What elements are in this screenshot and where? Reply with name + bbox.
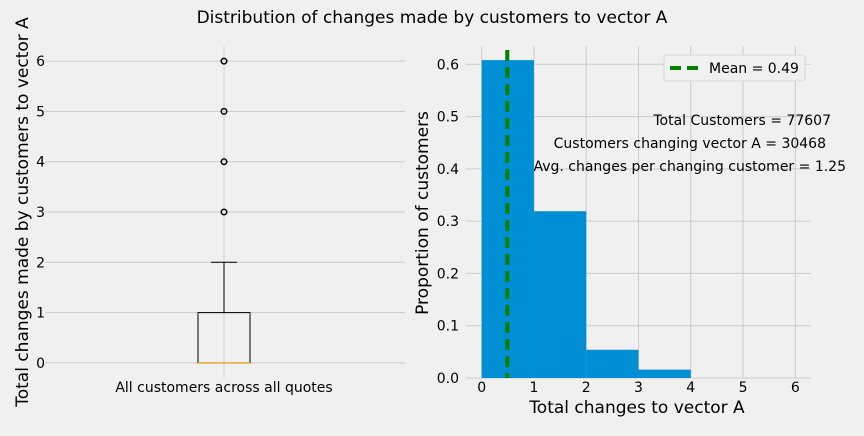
y-tick-label: 6 (36, 54, 45, 70)
outlier-point (220, 208, 228, 216)
outlier-point (220, 57, 228, 65)
y-tick-label: 2 (36, 255, 45, 271)
annotation-avg-changes: Avg. changes per changing customer = 1.2… (533, 159, 846, 175)
x-tick-label: 2 (582, 380, 591, 396)
boxplot-box (197, 261, 251, 364)
x-tick-label: 1 (529, 380, 538, 396)
y-tick-label: 0.2 (437, 266, 459, 282)
y-tick-label: 3 (36, 205, 45, 221)
legend-mean-label: Mean = 0.49 (709, 61, 799, 77)
histogram-annotations: Total Customers = 77607 Customers changi… (533, 113, 846, 175)
histogram-bar (638, 369, 691, 378)
y-tick-label: 0.3 (437, 214, 459, 230)
y-tick-label: 0.0 (437, 371, 459, 387)
boxplot-grid (45, 46, 405, 378)
legend-frame (663, 54, 806, 82)
figure-suptitle: Distribution of changes made by customer… (197, 8, 668, 28)
boxplot-outliers (220, 57, 228, 216)
y-tick-label: 0.4 (437, 162, 459, 178)
boxplot-y-label: Total changes made by customers to vecto… (13, 17, 33, 408)
histogram-x-tick-labels: 0 1 2 3 4 5 6 (477, 380, 800, 396)
histogram-y-tick-labels: 0.0 0.1 0.2 0.3 0.4 0.5 0.6 (437, 57, 459, 387)
y-tick-label: 0.1 (437, 319, 459, 335)
y-tick-label: 0.5 (437, 110, 459, 126)
x-tick-label: 0 (477, 380, 486, 396)
annotation-total-customers: Total Customers = 77607 (652, 113, 831, 129)
histogram-bar (586, 349, 639, 378)
x-tick-label: 5 (739, 380, 748, 396)
y-tick-label: 5 (36, 104, 45, 120)
histogram-panel: 0 1 2 3 4 5 6 0.0 0.1 0.2 0.3 0.4 0.5 0.6 Total chan… (413, 46, 846, 418)
y-tick-label: 0.6 (437, 57, 459, 73)
histogram-x-label: Total changes to vector A (528, 398, 745, 418)
outlier-point (220, 107, 228, 115)
histogram-y-label: Proportion of customers (413, 111, 433, 315)
boxplot-x-label: All customers across all quotes (115, 380, 332, 396)
y-tick-label: 0 (36, 356, 45, 372)
x-tick-label: 3 (634, 380, 643, 396)
y-tick-label: 1 (36, 306, 45, 322)
y-tick-label: 4 (36, 155, 45, 171)
x-tick-label: 4 (686, 380, 695, 396)
boxplot-y-tick-labels: 0 1 2 3 4 5 6 (36, 54, 45, 372)
outlier-point (220, 158, 228, 166)
legend: Mean = 0.49 (663, 54, 806, 82)
annotation-customers-changing: Customers changing vector A = 30468 (554, 136, 826, 152)
histogram-bar (533, 211, 587, 378)
x-tick-label: 6 (791, 380, 800, 396)
